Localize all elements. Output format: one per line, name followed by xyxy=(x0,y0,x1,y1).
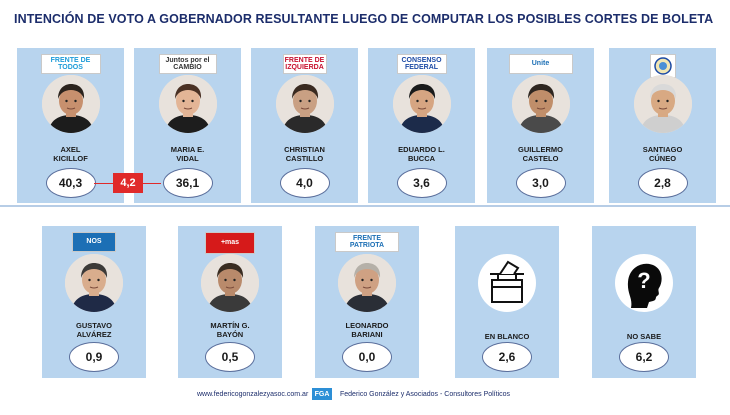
person-photo xyxy=(633,75,692,133)
difference-badge: 4,2 xyxy=(113,173,143,193)
candidate-card: FRENTE DE TODOS AXEL KICILLOF 40,3 xyxy=(17,48,124,203)
person-photo xyxy=(158,75,217,133)
candidate-card: +mas MARTÍN G. BAYÓN 0,5 xyxy=(178,226,282,378)
party-logo: Unite xyxy=(508,54,573,74)
name-line-2: ALVÁREZ xyxy=(76,330,112,340)
vote-value: 3,6 xyxy=(396,168,447,198)
candidate-card: FRENTE DE IZQUIERDA CHRISTIAN CASTILLO 4,0 xyxy=(251,48,358,203)
page-title: INTENCIÓN DE VOTO A GOBERNADOR RESULTANT… xyxy=(14,12,714,26)
name-line-1: GUSTAVO xyxy=(76,321,112,330)
name-line-1: MARIA E. xyxy=(170,145,205,154)
person-photo xyxy=(41,75,100,133)
divider xyxy=(0,205,730,207)
person-photo xyxy=(392,75,451,133)
name-line-1: LEONARDO xyxy=(345,321,389,330)
person-photo xyxy=(275,75,334,133)
party-logo: +mas xyxy=(205,232,255,254)
candidate-name: NO SABE xyxy=(592,332,696,341)
vote-value: 2,6 xyxy=(482,342,532,372)
candidate-name: GUILLERMO CASTELO xyxy=(487,145,594,164)
person-photo xyxy=(201,254,259,312)
candidate-card: ? NO SABE 6,2 xyxy=(592,226,696,378)
candidate-card: SANTIAGO CÚNEO 2,8 xyxy=(609,48,716,203)
vote-value: 36,1 xyxy=(162,168,213,198)
party-logo: NOS xyxy=(72,232,116,252)
name-line-1: SANTIAGO xyxy=(642,145,683,154)
name-line-2: CÚNEO xyxy=(648,154,677,164)
person-photo xyxy=(511,75,570,133)
vote-value: 4,0 xyxy=(279,168,330,198)
name-line-2: CASTILLO xyxy=(285,154,324,164)
party-logo: Juntos por el CAMBIO xyxy=(158,54,217,74)
svg-text:?: ? xyxy=(637,268,650,293)
name-line-1: EN BLANCO xyxy=(484,332,530,341)
party-logo: FRENTE DE IZQUIERDA xyxy=(282,54,327,74)
vote-value: 40,3 xyxy=(45,168,96,198)
name-line-2: BUCCA xyxy=(407,154,436,164)
ballot-box-icon xyxy=(478,254,536,312)
vote-value: 2,8 xyxy=(637,168,688,198)
person-photo xyxy=(338,254,396,312)
candidate-card: EN BLANCO 2,6 xyxy=(455,226,559,378)
person-photo xyxy=(65,254,123,312)
name-line-2: CASTELO xyxy=(522,154,559,164)
vote-value: 6,2 xyxy=(619,342,669,372)
vote-value: 0,5 xyxy=(205,342,255,372)
name-line-2: BAYÓN xyxy=(216,330,244,340)
name-line-2: KICILLOF xyxy=(53,154,88,164)
difference-connector xyxy=(94,183,113,184)
vote-value: 0,9 xyxy=(69,342,119,372)
candidate-name: LEONARDO BARIANI xyxy=(315,321,419,340)
party-logo: FRENTE DE TODOS xyxy=(40,54,101,74)
candidate-name: AXEL KICILLOF xyxy=(17,145,124,164)
vote-value: 0,0 xyxy=(342,342,392,372)
name-line-1: EDUARDO L. xyxy=(398,145,445,154)
candidate-card: FRENTE PATRIOTA LEONARDO BARIANI 0,0 xyxy=(315,226,419,378)
footer-url[interactable]: www.federicogonzalezyasoc.com.ar xyxy=(197,391,309,398)
vote-value: 3,0 xyxy=(515,168,566,198)
name-line-1: AXEL xyxy=(60,145,81,154)
name-line-2: VIDAL xyxy=(176,154,199,164)
name-line-1: CHRISTIAN xyxy=(284,145,325,154)
name-line-1: NO SABE xyxy=(626,332,662,341)
party-logo: CONSENSO FEDERAL xyxy=(396,54,447,74)
candidate-name: MARTÍN G. BAYÓN xyxy=(178,321,282,340)
party-logo: FRENTE PATRIOTA xyxy=(335,232,399,252)
name-line-2: BARIANI xyxy=(351,330,383,340)
candidate-name: EDUARDO L. BUCCA xyxy=(368,145,475,164)
candidate-name: GUSTAVO ALVÁREZ xyxy=(42,321,146,340)
candidate-card: Unite GUILLERMO CASTELO 3,0 xyxy=(487,48,594,203)
candidate-name: MARIA E. VIDAL xyxy=(134,145,241,164)
candidate-card: NOS GUSTAVO ALVÁREZ 0,9 xyxy=(42,226,146,378)
candidate-card: Juntos por el CAMBIO MARIA E. VIDAL 36,1 xyxy=(134,48,241,203)
candidate-name: SANTIAGO CÚNEO xyxy=(609,145,716,164)
name-line-1: MARTÍN G. xyxy=(210,321,250,330)
candidate-card: CONSENSO FEDERAL EDUARDO L. BUCCA 3,6 xyxy=(368,48,475,203)
footer-firm: Federico González y Asociados - Consulto… xyxy=(340,391,511,398)
candidate-name: CHRISTIAN CASTILLO xyxy=(251,145,358,164)
candidate-name: EN BLANCO xyxy=(455,332,559,341)
question-head-icon: ? xyxy=(615,254,673,312)
difference-connector xyxy=(143,183,161,184)
fga-logo: FGA xyxy=(312,388,332,400)
name-line-1: GUILLERMO xyxy=(518,145,563,154)
